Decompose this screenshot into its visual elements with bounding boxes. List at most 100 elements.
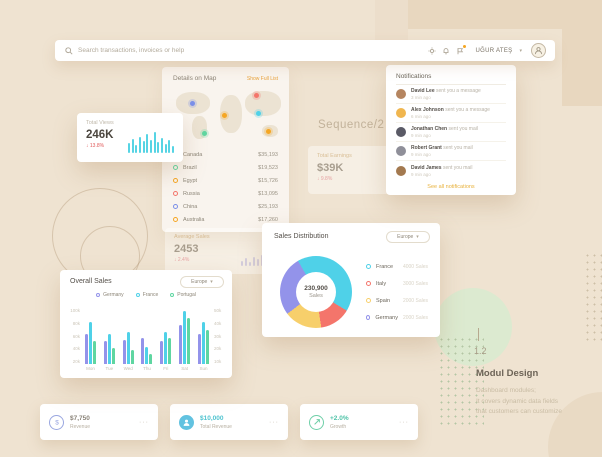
region-dropdown-value: Europe: [191, 279, 208, 285]
spark-bar: [171, 146, 175, 153]
country-value: $35,193: [258, 151, 278, 158]
notification-sender: Jonathan Chen: [411, 126, 448, 132]
total-earnings-label: Total Earnings: [317, 153, 352, 159]
user-icon: [179, 414, 194, 430]
country-ring-icon: [173, 165, 178, 170]
bar-group: Thu: [140, 306, 153, 372]
spark-bar: [153, 132, 156, 153]
notification-item[interactable]: Alex Johnson sent you a message 6 min ag…: [396, 104, 506, 123]
total-revenue-stat-card: $10,000 Total Revenue ···: [170, 404, 288, 440]
annotation-title: Modul Design: [476, 368, 539, 379]
user-name[interactable]: UĞUR ATEŞ: [475, 47, 513, 54]
total-views-sparkline: [128, 131, 175, 153]
grouped-bar-chart: Mon Tue Wed Thu Fri Sat Sun: [84, 306, 210, 372]
spark-bar: [260, 254, 264, 266]
overall-sales-card: Overall Sales Europe ▾ Germany France Po…: [60, 270, 232, 378]
y-axis-tick: 20k: [72, 359, 80, 364]
sequence-label: Sequence/2: [318, 119, 385, 131]
notification-item[interactable]: David Lee sent you a message 3 min ago: [396, 85, 506, 104]
country-name: Egypt: [183, 177, 198, 184]
total-views-card: Total Views 246K ↓ 13.8%: [77, 113, 183, 162]
total-earnings-value: $39K: [317, 162, 344, 174]
deco-dot-grid: [438, 336, 484, 426]
user-avatar[interactable]: [531, 43, 546, 58]
revenue-stat-card: $ $7,750 Revenue ···: [40, 404, 158, 440]
legend-value: 2000 Sales: [402, 297, 428, 304]
bar-france: [126, 332, 130, 364]
spark-bar: [131, 138, 134, 153]
bar-portugal: [149, 353, 153, 364]
spark-bar: [256, 259, 260, 266]
spark-bar: [138, 136, 142, 153]
details-on-map-card: Details on Map Show Full List Canada $35…: [162, 67, 289, 232]
stat-label: Growth: [330, 423, 347, 430]
spark-bar: [241, 260, 244, 266]
country-value: $15,726: [258, 177, 278, 184]
notification-action: sent you a message: [445, 107, 490, 113]
user-chevron-down-icon[interactable]: ▾: [519, 47, 522, 54]
bar-germany: [122, 339, 126, 364]
total-views-change: ↓ 13.8%: [86, 143, 105, 149]
notification-action: sent you a message: [436, 88, 481, 94]
y-axis-tick: 30k: [214, 333, 222, 339]
annotation-line: that customers can customize: [476, 408, 562, 415]
spark-bar: [160, 137, 164, 153]
notification-item[interactable]: Jonathan Chen sent you mail 9 min ago: [396, 123, 506, 142]
notification-item[interactable]: Robert Grant sent you mail 9 min ago: [396, 142, 506, 161]
bar-group: Tue: [103, 306, 116, 372]
chevron-down-icon: ▾: [210, 279, 213, 285]
card-menu-button[interactable]: ···: [139, 418, 149, 426]
country-ring-icon: [173, 204, 178, 209]
search-input[interactable]: [78, 47, 423, 54]
region-dropdown[interactable]: Europe ▾: [180, 276, 224, 288]
legend-label: Spain: [376, 297, 391, 304]
y-axis-tick: 60k: [72, 333, 80, 339]
y-axis-tick: 10k: [214, 359, 222, 364]
see-all-notifications-link[interactable]: See all notifications: [427, 184, 475, 190]
map-pin-icon[interactable]: [222, 113, 227, 118]
notification-time: 9 min ago: [411, 133, 431, 138]
svg-text:$: $: [55, 419, 59, 426]
country-value: $13,095: [258, 190, 278, 197]
world-map: [170, 87, 281, 145]
map-pin-icon[interactable]: [256, 111, 261, 116]
spark-bar: [128, 143, 131, 153]
search-icon: [64, 46, 73, 55]
bar-group: Fri: [159, 306, 172, 372]
bar-france: [107, 333, 111, 364]
deco-tick-line: [478, 328, 479, 341]
region-dropdown[interactable]: Europe ▾: [386, 231, 430, 243]
x-axis-label: Wed: [123, 366, 133, 371]
map-pin-icon[interactable]: [190, 101, 195, 106]
notifications-title: Notifications: [396, 73, 506, 85]
version-label: 1.2: [474, 346, 487, 356]
legend-row: Germany 2000 Sales: [366, 309, 428, 326]
overall-sales-title: Overall Sales: [70, 278, 112, 285]
map-continent: [245, 91, 281, 116]
bar-germany: [141, 337, 145, 364]
legend-ring-icon: [366, 264, 371, 269]
annotation-line: Dashboard modules;: [476, 387, 536, 394]
card-menu-button[interactable]: ···: [269, 418, 279, 426]
notification-item[interactable]: David James sent you mail 9 min ago: [396, 161, 506, 180]
legend-value: 4000 Sales: [402, 263, 428, 270]
card-menu-button[interactable]: ···: [399, 418, 409, 426]
country-row: Russia $13,095: [162, 187, 289, 200]
y-axis-left: 100k 80k 60k 40k 20k: [66, 308, 80, 364]
map-pin-icon[interactable]: [202, 131, 207, 136]
bg-tan-block: [562, 0, 602, 106]
bell-icon[interactable]: [442, 46, 451, 55]
bar-portugal: [168, 337, 172, 364]
x-axis-label: Tue: [105, 366, 114, 371]
settings-gear-icon[interactable]: [428, 46, 437, 55]
map-pin-icon[interactable]: [254, 93, 259, 98]
legend-label: Portugal: [177, 292, 196, 298]
stat-value: $10,000: [200, 414, 224, 422]
map-pin-icon[interactable]: [266, 129, 271, 134]
average-sales-label: Average Sales: [174, 234, 210, 240]
legend-row: France 4000 Sales: [366, 258, 428, 275]
avatar: [396, 165, 406, 176]
country-row: Australia $17,260: [162, 213, 289, 226]
messages-flag-icon[interactable]: [456, 45, 466, 55]
show-full-list-link[interactable]: Show Full List: [246, 75, 278, 82]
